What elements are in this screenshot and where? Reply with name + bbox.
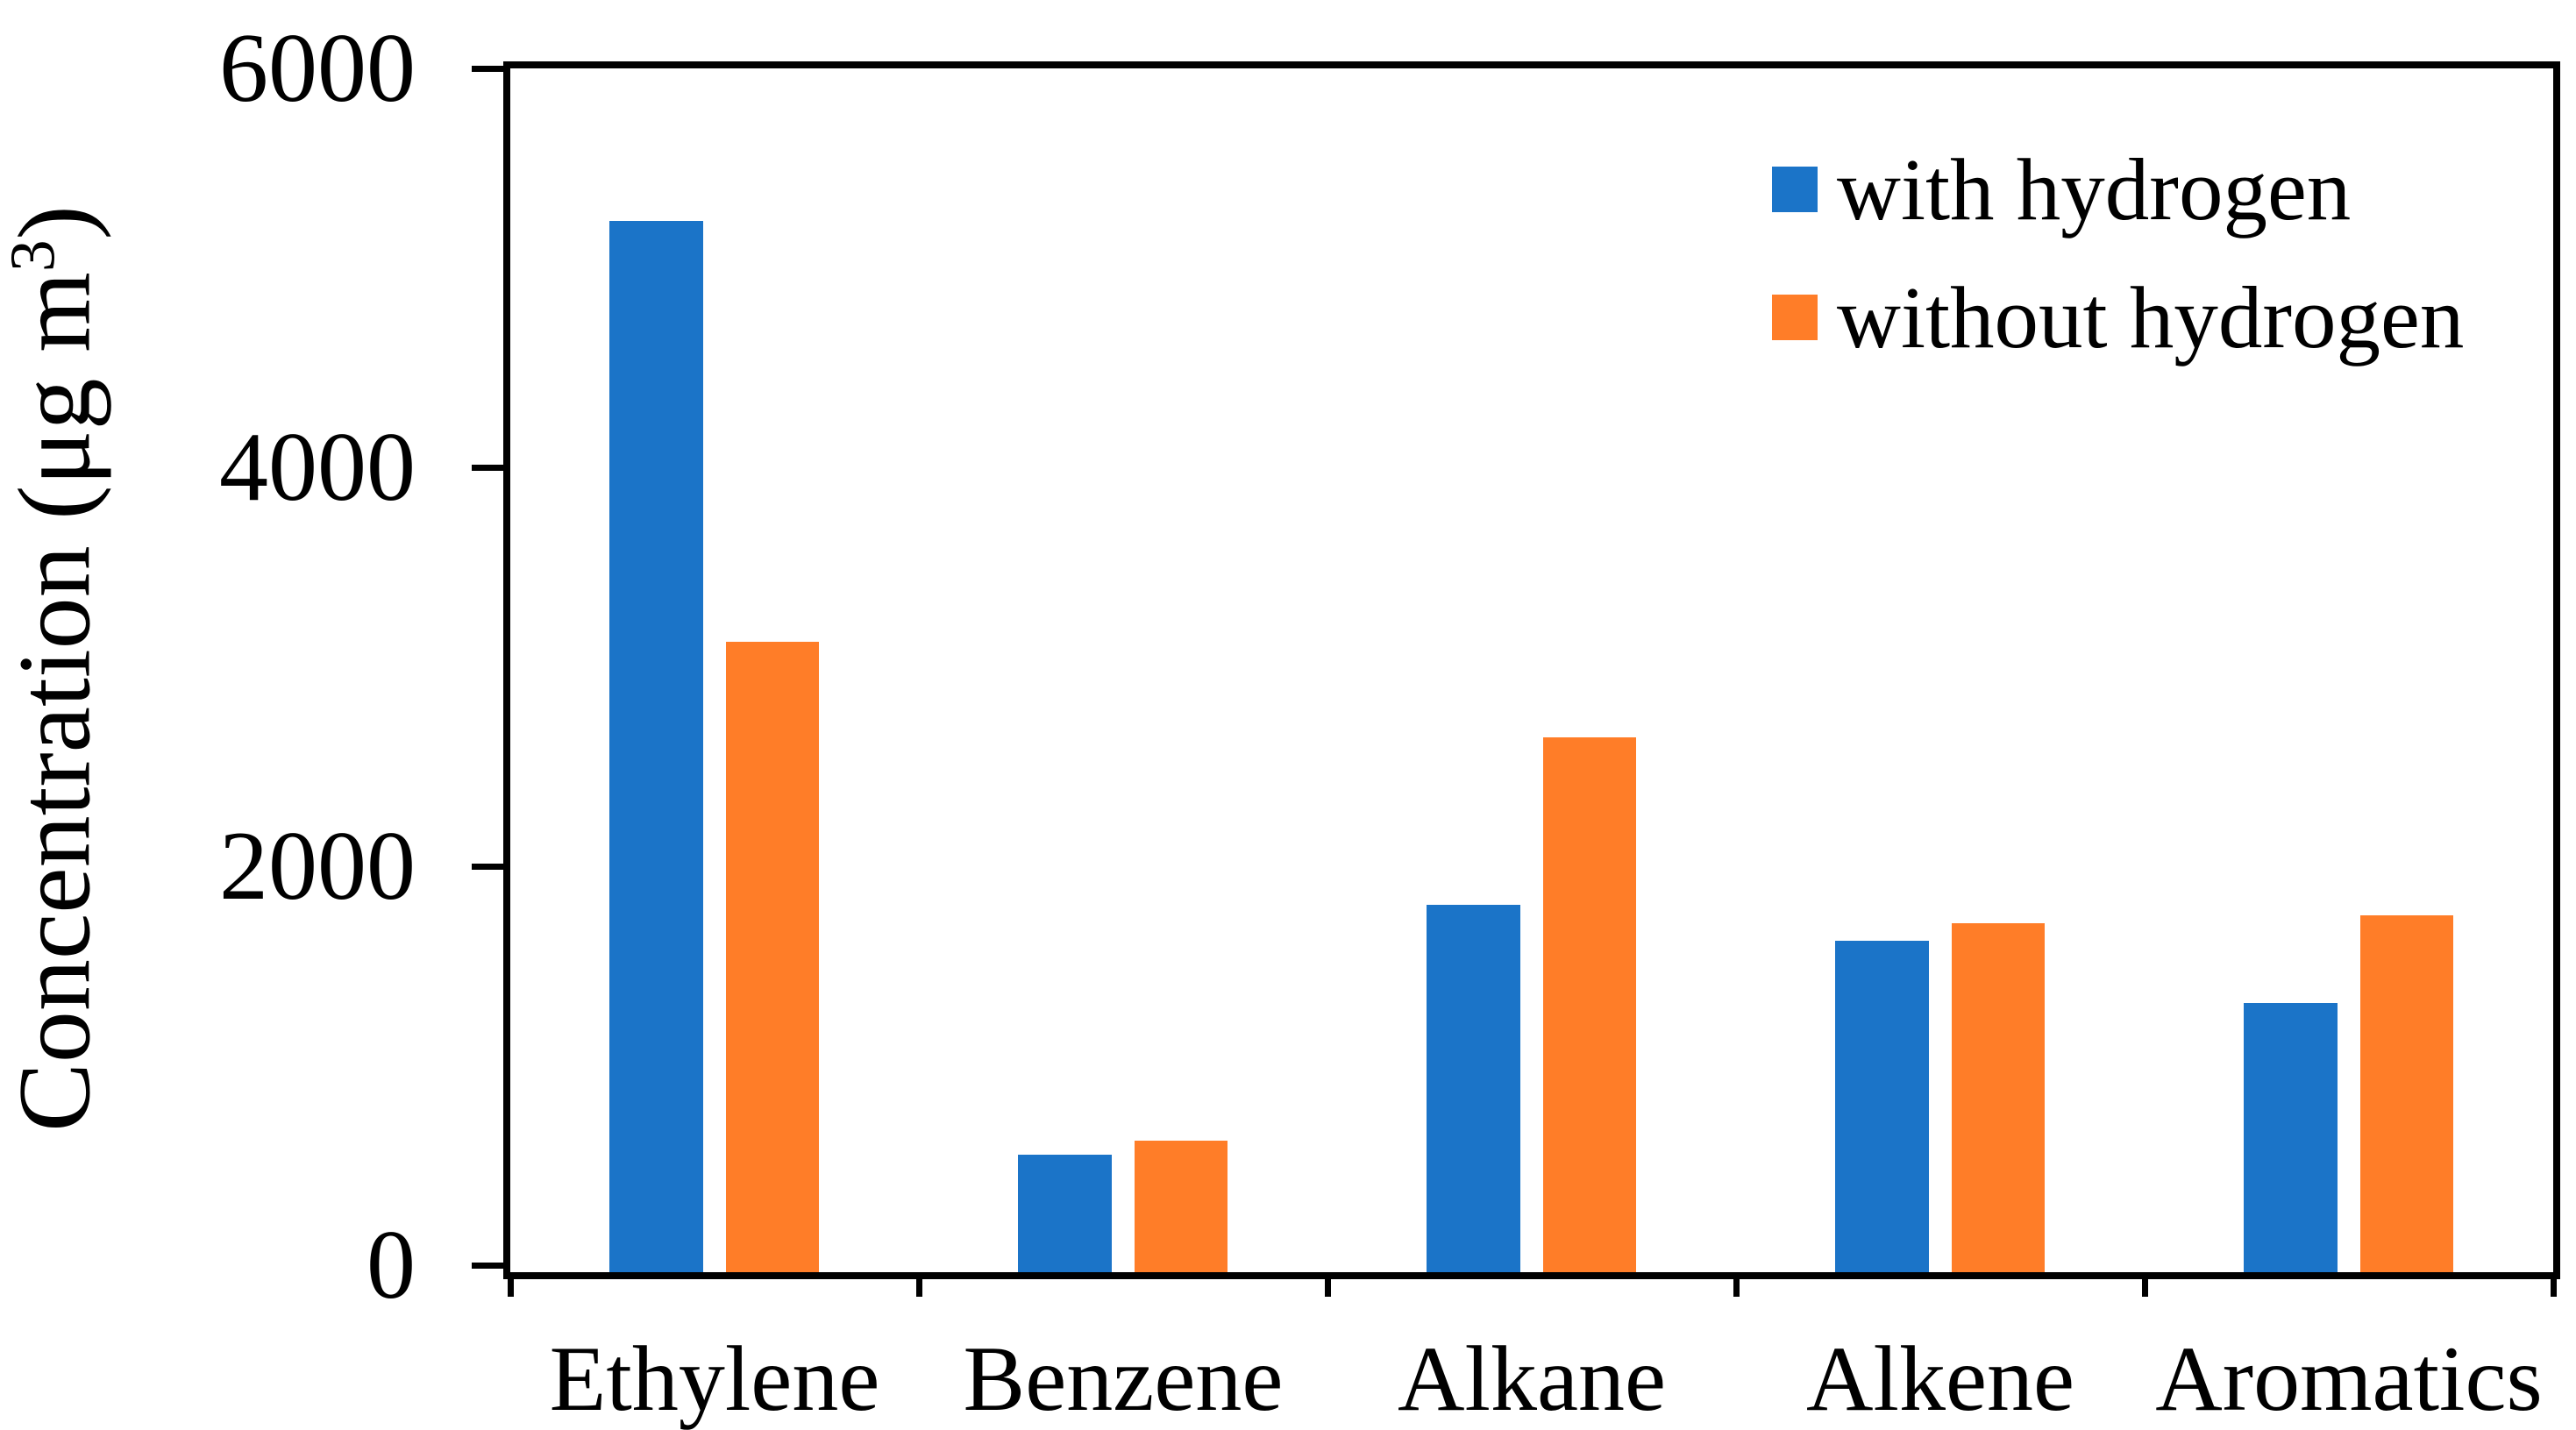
bar-without-hydrogen-alkene [1951, 922, 2045, 1272]
y-tick-mark-2000 [472, 863, 503, 870]
legend-swatch-with-hydrogen [1772, 167, 1818, 212]
y-tick-label-4000: 4000 [219, 413, 416, 522]
bar-with-hydrogen-alkene [1835, 941, 1929, 1272]
y-tick-mark-6000 [472, 65, 503, 72]
bar-with-hydrogen-aromatics [2244, 1002, 2338, 1272]
y-tick-label-0: 0 [366, 1211, 416, 1320]
legend-label-without-hydrogen: without hydrogen [1837, 268, 2465, 366]
bar-with-hydrogen-ethylene [609, 221, 703, 1272]
y-axis-title-suffix: ) [0, 205, 112, 240]
x-category-label-ethylene: Ethylene [549, 1327, 880, 1430]
x-tick-mark-1 [915, 1272, 922, 1297]
bar-with-hydrogen-alkane [1427, 905, 1520, 1272]
y-tick-label-6000: 6000 [219, 14, 416, 123]
plot-inner [510, 68, 2553, 1272]
y-tick-mark-0 [472, 1262, 503, 1269]
legend-item-with-hydrogen: with hydrogen [1772, 140, 2464, 238]
x-tick-mark-0 [507, 1272, 514, 1297]
x-tick-mark-5 [2550, 1272, 2557, 1297]
legend-label-with-hydrogen: with hydrogen [1837, 140, 2352, 238]
bar-without-hydrogen-alkane [1542, 737, 1636, 1272]
legend-swatch-without-hydrogen [1772, 295, 1818, 340]
bar-with-hydrogen-benzene [1018, 1154, 1112, 1272]
x-tick-mark-3 [1733, 1272, 1740, 1297]
legend-item-without-hydrogen: without hydrogen [1772, 268, 2465, 366]
y-axis-title-superscript: 3 [0, 239, 68, 273]
plot-area [503, 61, 2560, 1279]
x-category-label-alkene: Alkene [1805, 1327, 2075, 1430]
x-category-label-aromatics: Aromatics [2155, 1327, 2543, 1430]
y-tick-mark-4000 [472, 464, 503, 471]
y-tick-label-2000: 2000 [219, 812, 416, 921]
bar-without-hydrogen-aromatics [2359, 914, 2453, 1272]
x-category-label-benzene: Benzene [963, 1327, 1284, 1430]
x-tick-mark-2 [1324, 1272, 1331, 1297]
bar-without-hydrogen-benzene [1134, 1140, 1228, 1272]
x-tick-mark-4 [2141, 1272, 2148, 1297]
legend: with hydrogen without hydrogen [1772, 140, 2465, 423]
y-axis-title-text: Concentration (μg m [0, 272, 112, 1132]
y-axis-title: Concentration (μg m3) [0, 11, 118, 1327]
x-category-label-alkane: Alkane [1397, 1327, 1667, 1430]
bar-without-hydrogen-ethylene [725, 642, 819, 1272]
